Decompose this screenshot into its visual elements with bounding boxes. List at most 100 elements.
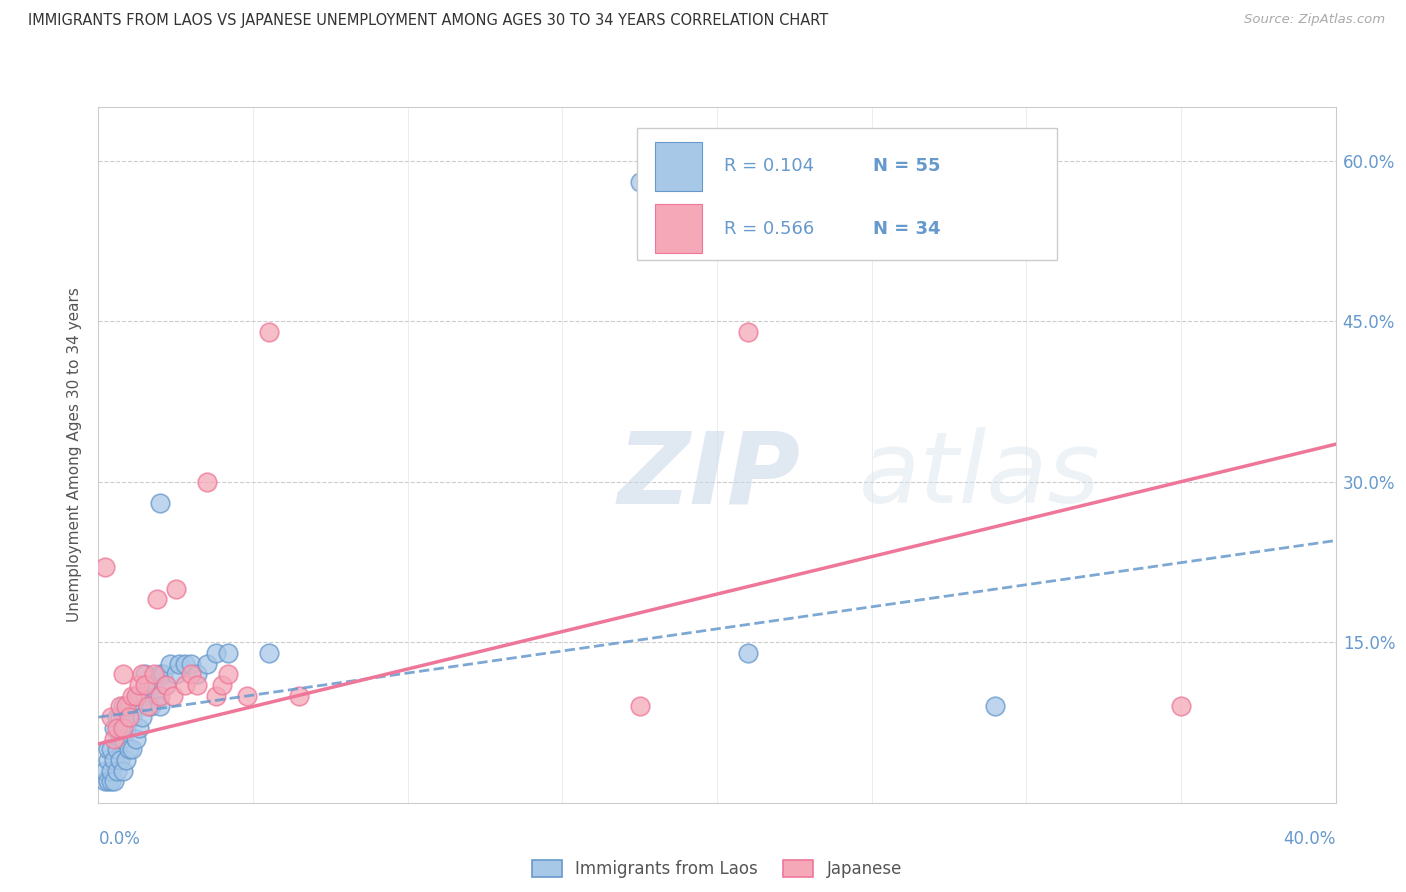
FancyBboxPatch shape (637, 128, 1057, 260)
Point (136, 678, 159, 692)
Point (131, 710, 153, 724)
Point (108, 699, 131, 714)
Text: N = 55: N = 55 (873, 157, 941, 175)
Point (195, 657, 218, 671)
Point (149, 689, 172, 703)
Point (112, 731, 135, 746)
Point (108, 753, 131, 767)
Point (103, 721, 125, 735)
Point (146, 592, 169, 607)
Point (128, 689, 150, 703)
Point (174, 678, 197, 692)
Text: N = 34: N = 34 (873, 219, 941, 238)
Point (108, 710, 131, 724)
Point (124, 731, 146, 746)
Point (112, 667, 135, 681)
Point (155, 678, 177, 692)
Point (180, 657, 202, 671)
Point (257, 646, 280, 660)
Point (205, 689, 228, 703)
Text: atlas: atlas (859, 427, 1101, 524)
Legend: Immigrants from Laos, Japanese: Immigrants from Laos, Japanese (526, 854, 908, 885)
Point (100, 742, 122, 756)
Point (162, 689, 184, 703)
Point (105, 710, 128, 724)
Point (93, 774, 115, 789)
Point (134, 689, 156, 703)
Text: IMMIGRANTS FROM LAOS VS JAPANESE UNEMPLOYMENT AMONG AGES 30 TO 34 YEARS CORRELAT: IMMIGRANTS FROM LAOS VS JAPANESE UNEMPLO… (28, 13, 828, 29)
Text: R = 0.104: R = 0.104 (724, 157, 814, 175)
Text: R = 0.566: R = 0.566 (724, 219, 814, 238)
Point (180, 667, 202, 681)
Point (186, 678, 208, 692)
Point (165, 582, 187, 596)
Point (118, 699, 141, 714)
Point (134, 667, 156, 681)
Point (115, 721, 138, 735)
Point (100, 710, 122, 724)
Point (118, 710, 141, 724)
Point (108, 731, 131, 746)
Point (139, 699, 162, 714)
Point (167, 657, 190, 671)
Point (121, 742, 143, 756)
FancyBboxPatch shape (655, 142, 702, 191)
Y-axis label: Unemployment Among Ages 30 to 34 years: Unemployment Among Ages 30 to 34 years (67, 287, 83, 623)
Point (136, 699, 159, 714)
Text: Source: ZipAtlas.com: Source: ZipAtlas.com (1244, 13, 1385, 27)
Point (984, 699, 1007, 714)
Text: 40.0%: 40.0% (1284, 830, 1336, 847)
Point (100, 774, 122, 789)
Point (205, 646, 228, 660)
Point (105, 742, 128, 756)
Point (112, 699, 135, 714)
Point (737, 646, 759, 660)
Point (149, 699, 172, 714)
Point (128, 721, 150, 735)
FancyBboxPatch shape (655, 204, 702, 253)
Point (97, 753, 120, 767)
Point (236, 689, 259, 703)
Point (124, 689, 146, 703)
Point (100, 764, 122, 778)
Point (149, 667, 172, 681)
Point (93, 764, 115, 778)
Point (288, 689, 311, 703)
Point (103, 753, 125, 767)
Point (143, 678, 166, 692)
Point (103, 774, 125, 789)
Point (737, 325, 759, 339)
Point (105, 764, 128, 778)
Point (195, 475, 218, 489)
Point (115, 753, 138, 767)
Point (124, 689, 146, 703)
Point (105, 721, 128, 735)
Point (628, 175, 651, 189)
Point (118, 742, 141, 756)
Point (159, 657, 181, 671)
Point (112, 721, 135, 735)
Text: 0.0%: 0.0% (98, 830, 141, 847)
Point (131, 667, 153, 681)
Point (128, 678, 150, 692)
Point (149, 496, 172, 510)
Point (143, 667, 166, 681)
Point (134, 678, 156, 692)
Point (112, 764, 135, 778)
Point (97, 742, 120, 756)
Point (217, 646, 239, 660)
Point (103, 731, 125, 746)
Point (257, 325, 280, 339)
Point (165, 667, 187, 681)
Point (146, 689, 169, 703)
Point (155, 678, 177, 692)
Text: ZIP: ZIP (619, 427, 801, 524)
Point (121, 710, 143, 724)
Point (93, 560, 115, 574)
Point (211, 678, 233, 692)
Point (217, 667, 239, 681)
Point (628, 699, 651, 714)
Point (174, 657, 197, 671)
Point (121, 689, 143, 703)
Point (97, 774, 120, 789)
